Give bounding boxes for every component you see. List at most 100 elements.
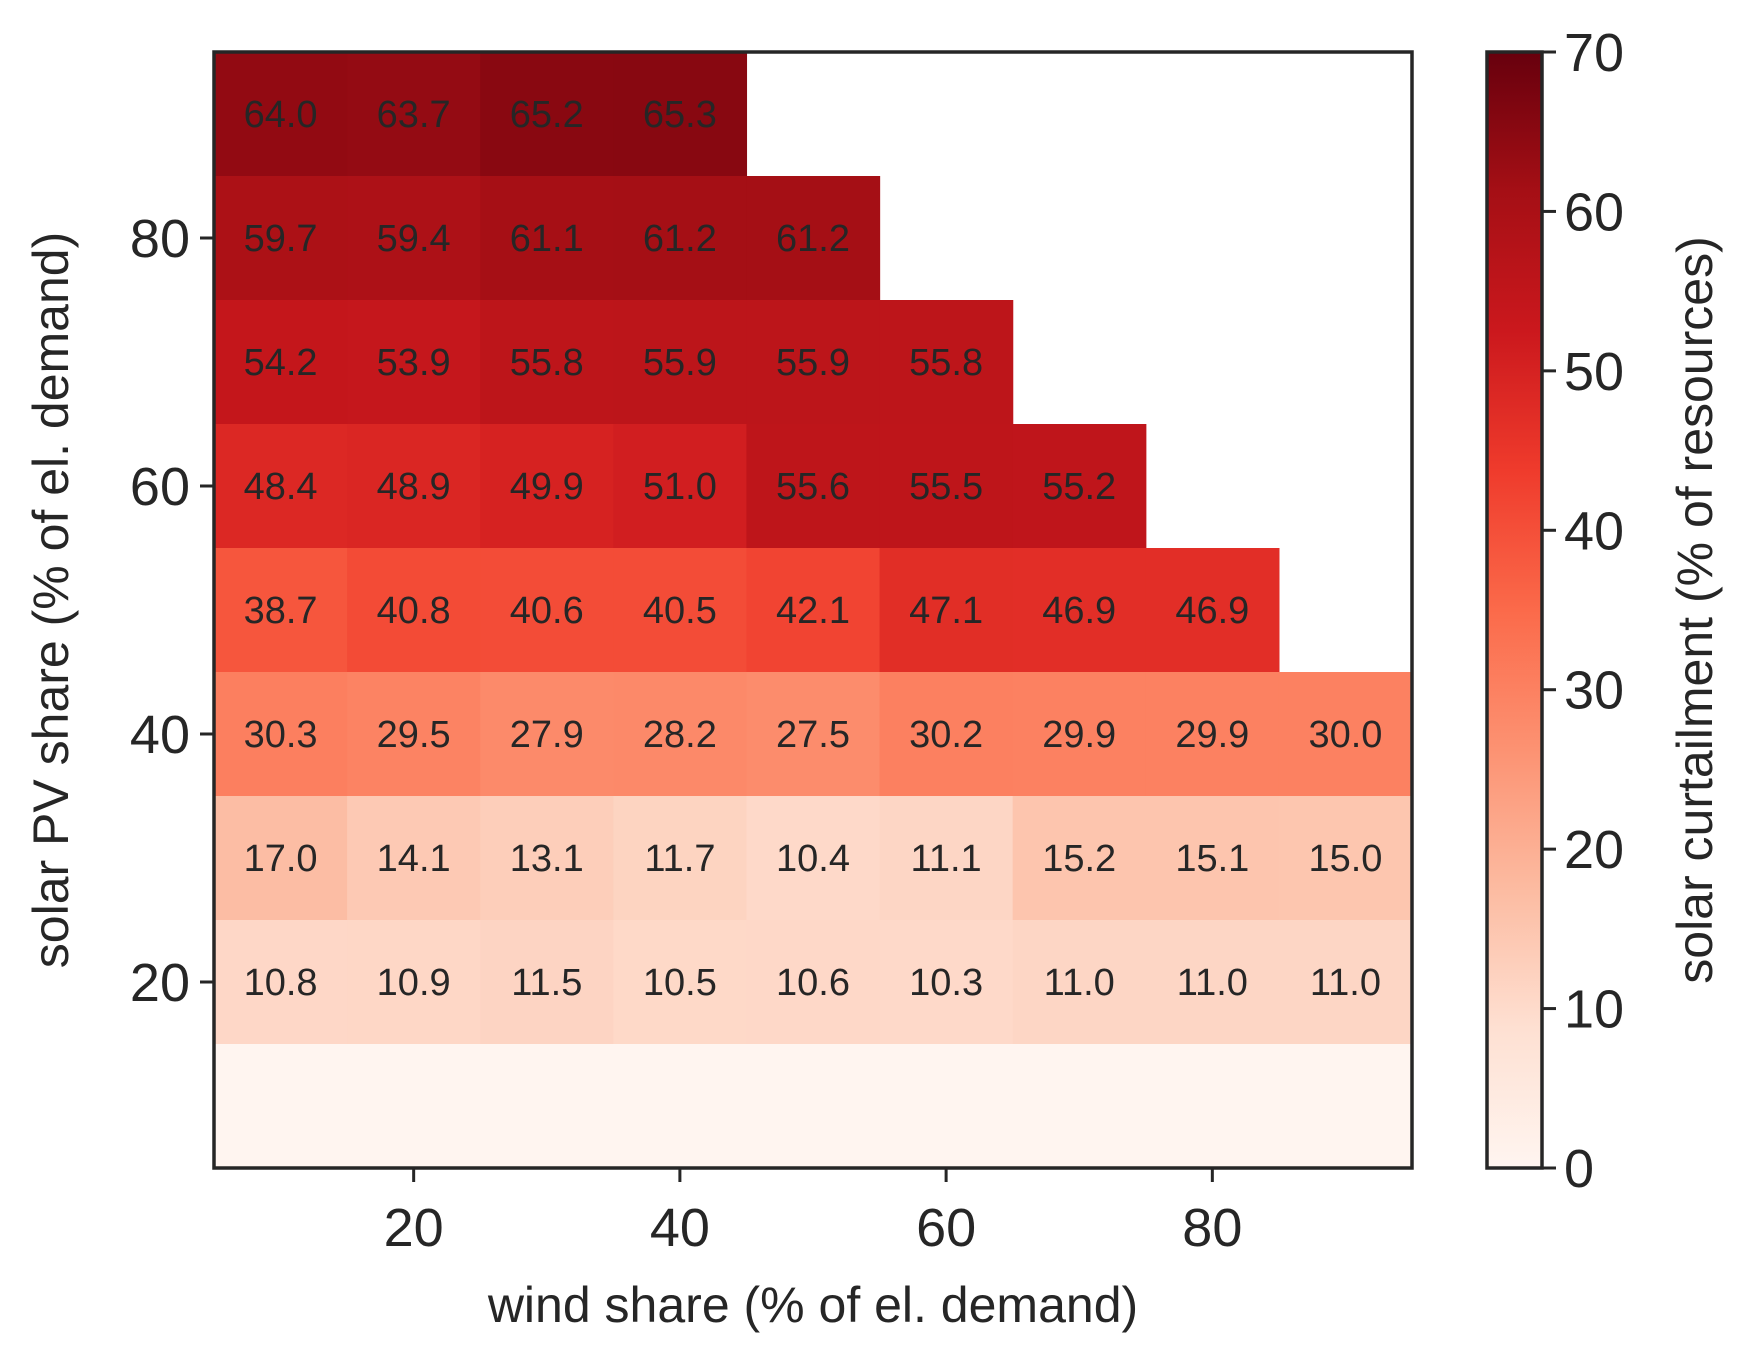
y-axis-ticks: 20 40 60 80: [130, 209, 214, 1013]
cell-value-label: 55.9: [776, 342, 850, 384]
cell-value-label: 10.8: [244, 962, 318, 1004]
heatmap-cell: [214, 300, 348, 425]
cell-value-label: 15.1: [1175, 838, 1249, 880]
y-tick-label: 60: [130, 457, 190, 517]
cell-value-label: 29.9: [1175, 714, 1249, 756]
cell-value-label: 49.9: [510, 466, 584, 508]
heatmap-cell: [480, 300, 614, 425]
cell-value-label: 27.9: [510, 714, 584, 756]
cell-value-label: 63.7: [377, 94, 451, 136]
y-tick-label: 80: [130, 209, 190, 269]
y-tick-label: 40: [130, 705, 190, 765]
cell-value-label: 30.0: [1308, 714, 1382, 756]
heatmap-cell: [1145, 548, 1280, 673]
heatmap-cells: [214, 52, 1413, 1169]
heatmap-cell: [746, 548, 881, 673]
x-axis-ticks: 20 40 60 80: [384, 1168, 1242, 1258]
heatmap-cell: [613, 176, 748, 301]
cell-value-label: 48.4: [244, 466, 318, 508]
heatmap-cell-labels: 64.0 63.7 65.2 65.3 59.7 59.4 61.1 61.2 61.2 54.2…: [244, 94, 1383, 1004]
y-tick-label: 20: [130, 953, 190, 1013]
heatmap-cell: [1145, 920, 1280, 1045]
cell-value-label: 29.9: [1042, 714, 1116, 756]
heatmap-cell: [214, 548, 348, 673]
cell-value-label: 11.0: [1177, 962, 1248, 1004]
cell-value-label: 55.8: [909, 342, 983, 384]
colorbar: [1487, 52, 1542, 1168]
heatmap-cell: [214, 1044, 348, 1169]
cell-value-label: 10.9: [377, 962, 451, 1004]
heatmap-cell: [214, 424, 348, 549]
heatmap-cell: [1012, 672, 1147, 797]
cell-value-label: 11.5: [511, 962, 582, 1004]
cell-value-label: 65.3: [643, 94, 717, 136]
cell-value-label: 55.2: [1042, 466, 1116, 508]
cell-value-label: 13.1: [510, 838, 584, 880]
cell-value-label: 27.5: [776, 714, 850, 756]
heatmap-cell: [1012, 920, 1147, 1045]
heatmap-cell: [1012, 424, 1147, 549]
cell-value-label: 14.1: [377, 838, 451, 880]
heatmap-cell: [613, 672, 748, 797]
heatmap-cell: [1012, 1044, 1147, 1169]
y-axis-label: solar PV share (% of el. demand): [23, 232, 79, 968]
cell-value-label: 29.5: [377, 714, 451, 756]
cell-value-label: 61.1: [510, 218, 584, 260]
heatmap-cell: [347, 176, 481, 301]
heatmap-cell: [879, 548, 1014, 673]
heatmap-cell: [1278, 920, 1413, 1045]
heatmap-cell: [746, 300, 881, 425]
heatmap-cell: [214, 920, 348, 1045]
x-axis-label: wind share (% of el. demand): [487, 1277, 1138, 1333]
heatmap-cell: [1145, 796, 1280, 921]
heatmap-cell: [1145, 672, 1280, 797]
heatmap-cell: [613, 796, 748, 921]
cell-value-label: 59.4: [377, 218, 451, 260]
cell-value-label: 17.0: [244, 838, 318, 880]
heatmap-cell: [879, 672, 1014, 797]
cell-value-label: 11.0: [1310, 962, 1381, 1004]
colorbar-tick-label: 20: [1564, 820, 1624, 880]
heatmap-cell: [746, 424, 881, 549]
colorbar-ticks: 0 10 20 30 40 50 60 70: [1542, 23, 1624, 1199]
heatmap-cell: [746, 796, 881, 921]
heatmap-cell: [347, 52, 481, 177]
x-tick-label: 40: [650, 1198, 710, 1258]
heatmap-cell: [1012, 796, 1147, 921]
heatmap-cell: [613, 548, 748, 673]
heatmap-cell: [746, 1044, 881, 1169]
cell-value-label: 46.9: [1175, 590, 1249, 632]
cell-value-label: 65.2: [510, 94, 584, 136]
cell-value-label: 64.0: [244, 94, 318, 136]
colorbar-tick-label: 50: [1564, 342, 1624, 402]
cell-value-label: 55.9: [643, 342, 717, 384]
heatmap-cell: [746, 672, 881, 797]
colorbar-tick-label: 30: [1564, 661, 1624, 721]
heatmap-cell: [347, 1044, 481, 1169]
colorbar-tick-label: 40: [1564, 501, 1624, 561]
heatmap-cell: [347, 920, 481, 1045]
colorbar-tick-label: 0: [1564, 1139, 1594, 1199]
heatmap-cell: [214, 52, 348, 177]
cell-value-label: 11.1: [911, 838, 982, 880]
heatmap-cell: [480, 1044, 614, 1169]
cell-value-label: 11.7: [644, 838, 715, 880]
heatmap-cell: [480, 672, 614, 797]
cell-value-label: 40.8: [377, 590, 451, 632]
cell-value-label: 51.0: [643, 466, 717, 508]
cell-value-label: 30.2: [909, 714, 983, 756]
colorbar-tick-label: 70: [1564, 23, 1624, 83]
heatmap-cell: [480, 176, 614, 301]
cell-value-label: 59.7: [244, 218, 318, 260]
heatmap-cell: [879, 1044, 1014, 1169]
cell-value-label: 30.3: [244, 714, 318, 756]
cell-value-label: 40.6: [510, 590, 584, 632]
cell-value-label: 15.0: [1308, 838, 1382, 880]
heatmap-cell: [613, 920, 748, 1045]
colorbar-tick-label: 60: [1564, 182, 1624, 242]
heatmap-cell: [347, 672, 481, 797]
cell-value-label: 61.2: [643, 218, 717, 260]
heatmap-cell: [347, 300, 481, 425]
heatmap-cell: [613, 1044, 748, 1169]
